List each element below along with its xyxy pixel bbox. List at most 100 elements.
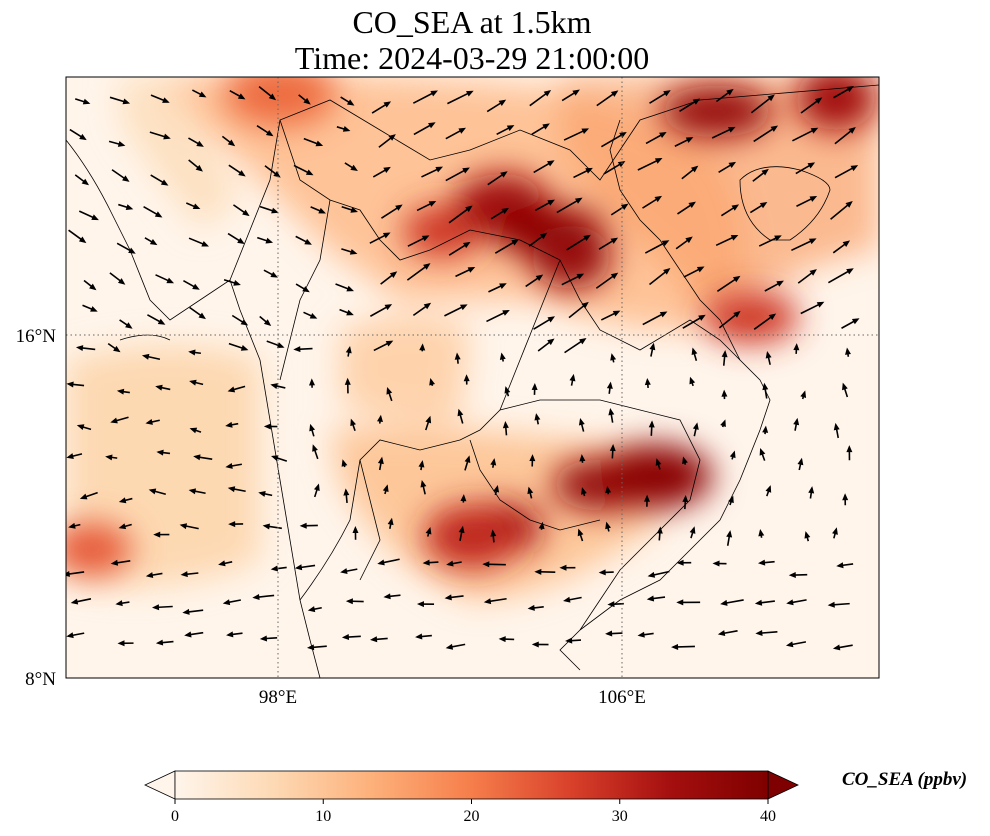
wind-arrow xyxy=(259,635,278,642)
colorbar-tick-label: 0 xyxy=(171,808,179,825)
wind-arrow xyxy=(228,521,244,528)
wind-arrow xyxy=(504,386,511,397)
wind-arrow xyxy=(578,417,585,432)
wind-arrow xyxy=(458,525,465,541)
wind-arrow xyxy=(189,379,204,386)
wind-arrow xyxy=(225,421,239,428)
wind-arrow xyxy=(642,195,663,209)
wind-arrow xyxy=(223,279,241,286)
wind-arrow xyxy=(424,415,432,431)
co-plume xyxy=(660,85,773,138)
wind-arrow xyxy=(720,204,740,217)
wind-arrow xyxy=(842,382,849,398)
wind-arrow xyxy=(421,166,444,178)
coastlines-and-borders xyxy=(66,84,879,678)
co-plume xyxy=(66,523,132,576)
wind-arrow xyxy=(259,205,279,214)
wind-arrow xyxy=(529,454,536,467)
wind-arrow xyxy=(785,641,807,648)
wind-arrow xyxy=(800,301,825,315)
wind-arrow xyxy=(340,96,355,106)
wind-arrow xyxy=(533,316,556,330)
wind-arrow xyxy=(341,248,358,255)
wind-arrow xyxy=(534,199,555,212)
wind-arrow xyxy=(191,89,207,98)
wind-arrow xyxy=(487,171,508,186)
wind-arrow xyxy=(834,165,859,179)
wind-arrow xyxy=(293,346,313,353)
wind-arrow xyxy=(185,202,201,210)
wind-arrow xyxy=(682,456,688,465)
wind-arrow xyxy=(754,599,775,606)
wind-arrow xyxy=(833,86,854,99)
wind-arrow xyxy=(718,310,741,329)
wind-arrow xyxy=(109,96,131,105)
wind-arrow xyxy=(561,273,585,286)
wind-arrow xyxy=(753,313,777,330)
map-panel xyxy=(66,77,879,678)
wind-arrow xyxy=(66,570,85,577)
wind-arrow xyxy=(295,283,310,293)
wind-arrow xyxy=(295,235,312,245)
wind-arrow xyxy=(606,381,613,394)
wind-arrow xyxy=(429,377,435,387)
wind-arrow xyxy=(150,174,169,186)
wind-arrow xyxy=(309,378,316,388)
wind-arrow xyxy=(577,528,584,542)
wind-arrow xyxy=(692,422,699,437)
wind-arrow xyxy=(581,487,587,497)
wind-arrow xyxy=(689,376,696,387)
wind-arrow xyxy=(341,634,361,641)
wind-arrow xyxy=(718,161,737,173)
wind-arrow xyxy=(188,237,209,247)
wind-arrow xyxy=(74,98,91,105)
wind-arrow xyxy=(110,416,129,424)
co-plume xyxy=(223,77,336,127)
wind-arrow xyxy=(336,126,351,132)
wind-arrow xyxy=(153,531,170,538)
wind-arrow xyxy=(412,90,438,104)
wind-arrow xyxy=(117,640,134,647)
wind-arrow xyxy=(605,521,611,532)
wind-arrow xyxy=(490,207,509,220)
wind-arrow xyxy=(75,345,96,352)
wind-arrow xyxy=(792,127,819,142)
wind-arrow xyxy=(188,159,203,172)
wind-arrow xyxy=(229,89,246,100)
wind-arrow xyxy=(380,271,398,285)
wind-arrow xyxy=(307,606,322,613)
wind-arrow xyxy=(537,338,555,352)
wind-arrow xyxy=(227,232,245,245)
wind-arrow xyxy=(499,352,506,362)
colorbar: 0 10 20 30 40 xyxy=(144,770,799,825)
wind-arrow xyxy=(483,597,507,605)
wind-arrow xyxy=(753,125,779,143)
colorbar-extend-max xyxy=(767,770,799,800)
wind-arrow xyxy=(689,526,696,539)
wind-arrow xyxy=(671,643,695,650)
wind-arrow xyxy=(228,342,249,351)
wind-arrow xyxy=(183,279,200,290)
wind-arrow xyxy=(841,318,860,329)
wind-arrow xyxy=(448,205,473,224)
wind-arrow xyxy=(796,196,818,207)
wind-arrow xyxy=(490,458,497,468)
wind-arrow xyxy=(345,345,352,357)
lon-tick-106e: 106°E xyxy=(598,687,646,708)
wind-arrow xyxy=(529,89,552,107)
wind-arrow xyxy=(646,595,666,602)
wind-arrow xyxy=(757,559,775,566)
wind-arrow xyxy=(644,377,651,389)
wind-arrow xyxy=(568,301,589,319)
wind-arrow xyxy=(493,484,500,496)
wind-arrow xyxy=(66,453,83,459)
wind-arrow xyxy=(832,527,838,539)
wind-arrow xyxy=(110,559,131,566)
wind-arrow xyxy=(448,241,471,256)
wind-arrow xyxy=(76,424,92,431)
wind-arrow xyxy=(419,343,426,352)
wind-arrow xyxy=(608,407,615,423)
wind-arrow xyxy=(716,275,741,292)
wind-arrow xyxy=(418,460,425,471)
wind-arrow xyxy=(531,123,550,135)
